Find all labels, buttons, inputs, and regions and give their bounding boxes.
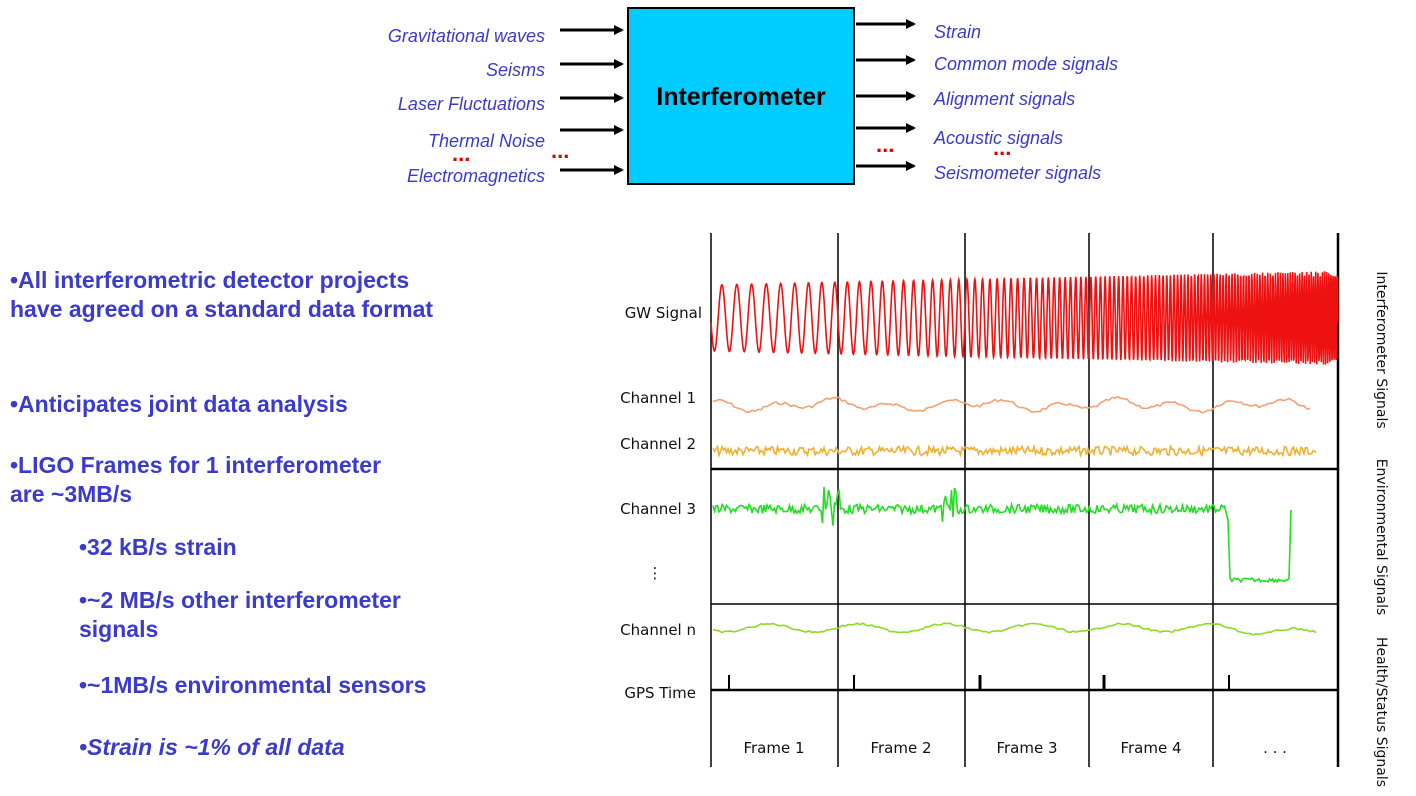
channel-label: Channel n	[620, 621, 696, 639]
input-ellipsis: ...	[551, 138, 569, 163]
frame-label: Frame 2	[870, 739, 931, 757]
channel-label: Channel 3	[620, 500, 696, 518]
input-label: Seisms	[486, 60, 545, 80]
output-label: Common mode signals	[934, 54, 1118, 74]
bullet-item: •Anticipates joint data analysis	[10, 391, 348, 417]
group-label: Health/Status Signals	[1373, 637, 1389, 787]
input-label: Electromagnetics	[407, 166, 545, 186]
bullet-item: •LIGO Frames for 1 interferometer are ~3…	[10, 452, 382, 507]
input-label: Thermal Noise	[428, 131, 545, 151]
interferometer-box-label: Interferometer	[656, 83, 826, 111]
bullet-item: •Strain is ~1% of all data	[79, 734, 345, 760]
bullet-item: •~1MB/s environmental sensors	[79, 672, 427, 698]
channel-n-trace	[712, 622, 1317, 636]
channel-2-trace	[712, 443, 1317, 459]
group-label: Environmental Signals	[1373, 459, 1389, 616]
frame-chart: GW Signal Channel 1 Channel 2 Channel 3 …	[620, 233, 1389, 787]
bullet-item: •All interferometric detector projects h…	[10, 267, 434, 322]
interferometer-box	[627, 7, 855, 185]
input-label: Gravitational waves	[388, 26, 545, 46]
gw-signal-trace	[710, 271, 1339, 365]
bullet-item: •~2 MB/s other interferometer signals	[79, 587, 401, 642]
output-label: Strain	[934, 22, 981, 42]
frame-label: Frame 4	[1120, 739, 1181, 757]
channel-1-trace	[712, 396, 1311, 414]
channel-label: GW Signal	[625, 304, 702, 322]
frame-label: . . .	[1263, 739, 1287, 757]
bullet-item: •32 kB/s strain	[79, 534, 237, 560]
output-ellipsis: ...	[993, 135, 1011, 160]
output-label: Acoustic signals	[933, 128, 1063, 148]
group-label: Interferometer Signals	[1373, 271, 1389, 428]
interferometer-block-diagram: Interferometer Gravitational waves Seism…	[388, 7, 1118, 186]
output-label: Seismometer signals	[934, 163, 1101, 183]
frame-label: Frame 3	[996, 739, 1057, 757]
channel-label: GPS Time	[624, 684, 696, 702]
vertical-ellipsis: ⋮	[648, 564, 663, 582]
channel-3-trace	[712, 486, 1292, 584]
channel-label: Channel 1	[620, 389, 696, 407]
output-label: Alignment signals	[933, 89, 1075, 109]
frame-label: Frame 1	[743, 739, 804, 757]
input-label: Laser Fluctuations	[398, 94, 545, 114]
output-ellipsis: ...	[876, 132, 894, 157]
input-ellipsis: ...	[452, 141, 470, 166]
channel-label: Channel 2	[620, 435, 696, 453]
